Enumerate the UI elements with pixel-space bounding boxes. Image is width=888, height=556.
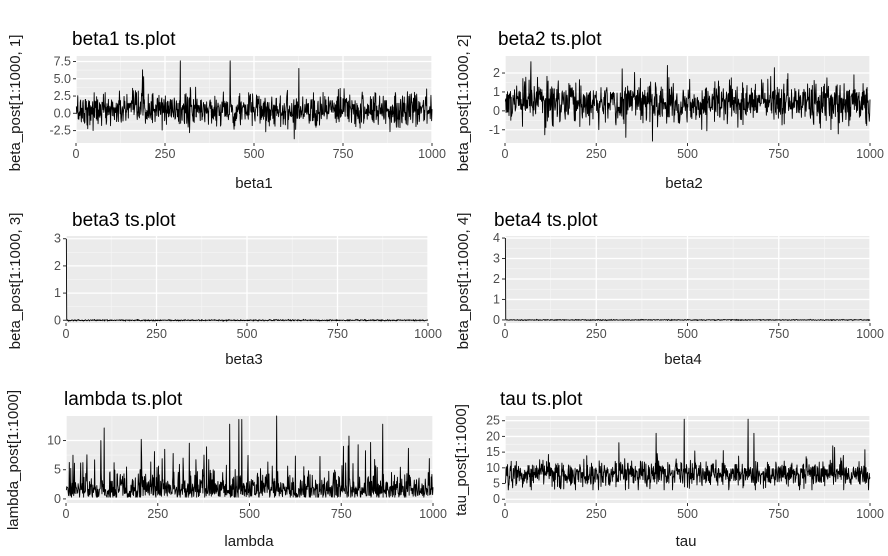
x-tick-label: 1000: [418, 147, 446, 161]
x-tick-label: 750: [333, 147, 354, 161]
x-axis-label: beta4: [664, 351, 702, 368]
trace-line: [75, 60, 433, 140]
x-tick-label: 0: [73, 147, 80, 161]
y-tick-label: 15: [486, 445, 500, 459]
x-axis-label: beta1: [235, 175, 273, 192]
y-axis-label: beta_post[1:1000, 4]: [455, 213, 472, 350]
y-tick-label: 2: [493, 272, 500, 286]
x-tick-label: 250: [146, 327, 167, 341]
x-tick-label: 1000: [414, 327, 442, 341]
x-tick-label: 1000: [856, 147, 884, 161]
x-tick-label: 250: [155, 147, 176, 161]
y-axis-label: beta_post[1:1000, 3]: [7, 213, 24, 350]
panel-beta1: 0 250 500 750 1000 -2.5 0.0 2.5 5.0 7.5 beta1 ts.…: [7, 29, 446, 192]
y-tick-label: 5: [493, 477, 500, 491]
x-tick-label: 500: [239, 507, 260, 521]
panel-beta3: 0 250 500 750 1000 0 1 2 3 beta3 ts.plot beta_po…: [7, 210, 442, 368]
y-tick-label: 4: [493, 231, 500, 245]
plot-area-5: 0 250 500 750 1000 0 5 10: [47, 415, 447, 521]
y-tick-label: 0: [493, 492, 500, 506]
x-tick-label: 750: [768, 507, 789, 521]
panel-lambda: 0 250 500 750 1000 0 5 10 lambda ts.plot lambda…: [5, 389, 447, 550]
y-tick-label: 25: [486, 414, 500, 428]
y-axis-label: tau_post[1:1000]: [453, 404, 470, 516]
y-tick-label: 2.5: [54, 89, 71, 103]
x-tick-label: 500: [237, 327, 258, 341]
y-axis-label: beta_post[1:1000, 2]: [455, 35, 472, 172]
y-tick-label: 10: [47, 434, 61, 448]
panel-title: beta3 ts.plot: [72, 210, 176, 231]
x-tick-label: 0: [63, 327, 70, 341]
x-axis-label: beta3: [225, 351, 263, 368]
x-tick-label: 250: [586, 147, 607, 161]
x-tick-label: 750: [768, 147, 789, 161]
x-tick-label: 0: [502, 327, 509, 341]
x-tick-label: 750: [768, 327, 789, 341]
y-tick-label: -2.5: [49, 124, 71, 138]
y-tick-label: 1: [493, 85, 500, 99]
y-tick-label: 20: [486, 429, 500, 443]
panel-title: beta1 ts.plot: [72, 29, 176, 50]
x-tick-label: 1000: [419, 507, 447, 521]
y-tick-label: 7.5: [54, 55, 71, 69]
y-tick-label: 1: [54, 286, 61, 300]
x-tick-label: 1000: [856, 507, 884, 521]
x-tick-label: 500: [677, 327, 698, 341]
panel-title: beta4 ts.plot: [494, 210, 598, 231]
x-tick-label: 1000: [856, 327, 884, 341]
x-tick-label: 500: [677, 147, 698, 161]
trace-line: [65, 238, 429, 322]
y-tick-label: 0: [493, 313, 500, 327]
y-tick-label: 0.0: [54, 106, 71, 120]
trace-line: [504, 238, 871, 322]
x-tick-label: 0: [63, 507, 70, 521]
y-axis-label: beta_post[1:1000, 1]: [7, 35, 24, 172]
trace-line: [65, 415, 434, 498]
x-axis-label: beta2: [665, 175, 703, 192]
x-tick-label: 750: [331, 507, 352, 521]
x-axis-label: tau: [676, 533, 697, 550]
y-tick-label: 0: [493, 104, 500, 118]
y-tick-label: 10: [486, 461, 500, 475]
x-tick-label: 250: [586, 507, 607, 521]
y-tick-label: -1: [489, 123, 500, 137]
y-tick-label: 2: [493, 66, 500, 80]
trace-line: [504, 61, 871, 142]
y-tick-label: 5.0: [54, 72, 71, 86]
y-tick-label: 2: [54, 259, 61, 273]
x-tick-label: 500: [244, 147, 265, 161]
y-axis-label: lambda_post[1:1000]: [5, 390, 22, 530]
y-tick-label: 0: [54, 313, 61, 327]
plot-area-3: 0 250 500 750 1000 0 1 2 3: [54, 232, 442, 341]
y-tick-label: 0: [54, 492, 61, 506]
x-tick-label: 0: [502, 147, 509, 161]
x-tick-label: 250: [147, 507, 168, 521]
y-tick-label: 3: [493, 252, 500, 266]
y-tick-label: 5: [54, 463, 61, 477]
panel-title: beta2 ts.plot: [498, 29, 602, 50]
plot-area-4: 0 250 500 750 1000 0 1 2 3 4: [493, 231, 884, 341]
trace-line: [504, 418, 871, 491]
x-axis-label: lambda: [224, 533, 274, 550]
panel-beta4: 0 250 500 750 1000 0 1 2 3 4 beta4 ts.plot beta_p…: [455, 210, 884, 368]
x-tick-label: 250: [586, 327, 607, 341]
x-tick-label: 750: [327, 327, 348, 341]
y-tick-label: 3: [54, 232, 61, 246]
panel-title: lambda ts.plot: [64, 389, 183, 410]
x-tick-label: 0: [502, 507, 509, 521]
plot-area-1: 0 250 500 750 1000 -2.5 0.0 2.5 5.0 7.5: [49, 55, 445, 161]
x-tick-label: 500: [677, 507, 698, 521]
panel-title: tau ts.plot: [500, 389, 583, 410]
y-tick-label: 1: [493, 292, 500, 306]
